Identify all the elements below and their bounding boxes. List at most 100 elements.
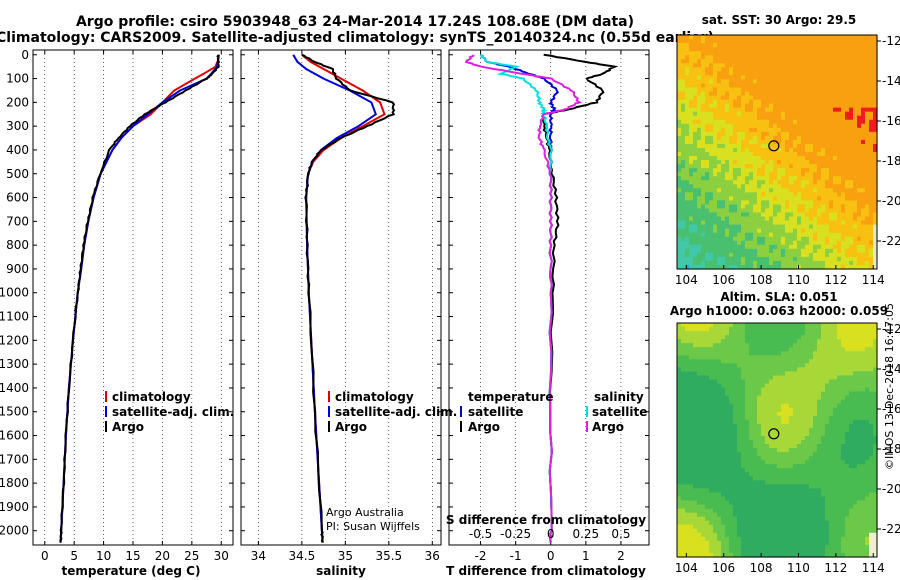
heatmap-cell [833,71,838,76]
heatmap-cell [789,367,794,373]
heatmap-cell [713,252,718,258]
heatmap-cell [741,488,746,494]
heatmap-cell [685,431,690,437]
heatmap-cell [821,43,826,48]
heatmap-cell [789,43,794,48]
heatmap-cell [729,496,734,502]
heatmap-cell [761,516,766,522]
heatmap-cell [753,524,758,530]
heatmap-cell [725,403,730,409]
legend-argo: Argo [335,420,367,434]
heatmap-cell [689,67,694,72]
heatmap-cell [761,103,766,109]
heatmap-cell [789,240,794,246]
heatmap-cell [749,236,754,242]
heatmap-cell [749,448,754,453]
heatmap-cell [785,196,790,202]
heatmap-cell [677,512,682,518]
heatmap-cell [829,95,834,101]
heatmap-cell [813,220,818,226]
heatmap-cell [697,496,702,502]
heatmap-cell [869,67,874,72]
heatmap-cell [809,143,814,149]
heatmap-cell [869,240,874,246]
heatmap-cell [765,204,770,210]
heatmap-cell [793,395,798,401]
heatmap-cell [757,504,762,510]
heatmap-cell [729,395,734,401]
heatmap-cell [809,127,814,133]
heatmap-cell [757,444,762,449]
heatmap-cell [701,87,706,93]
heatmap-cell [729,456,734,461]
heatmap-cell [733,528,738,534]
heatmap-cell [841,99,846,105]
heatmap-cell [729,399,734,405]
heatmap-cell [741,260,746,266]
heatmap-cell [701,331,706,336]
heatmap-cell [841,216,846,222]
heatmap-cell [785,427,790,433]
heatmap-cell [705,131,710,137]
heatmap-cell [701,139,706,145]
heatmap-cell [829,143,834,149]
heatmap-cell [705,224,710,230]
heatmap-cell [829,135,834,141]
heatmap-cell [749,456,754,461]
heatmap-cell [685,156,690,161]
heatmap-cell [801,99,806,105]
heatmap-cell [769,351,774,356]
heatmap-cell [841,180,846,185]
heatmap-cell [797,248,802,254]
heatmap-cell [745,395,750,401]
heatmap-cell [697,184,702,189]
heatmap-cell [737,244,742,250]
heatmap-cell [761,440,766,445]
heatmap-cell [749,460,754,465]
heatmap-cell [737,335,742,340]
heatmap-cell [733,172,738,177]
heatmap-cell [801,43,806,48]
heatmap-cell [717,91,722,97]
heatmap-cell [865,39,870,44]
heatmap-cell [845,71,850,76]
heatmap-cell [741,508,746,514]
heatmap-cell [733,407,738,413]
heatmap-cell [837,156,842,161]
heatmap-cell [801,87,806,93]
heatmap-cell [737,127,742,133]
heatmap-cell [781,540,786,546]
heatmap-cell [681,371,686,377]
heatmap-cell [709,240,714,246]
heatmap-cell [749,383,754,389]
heatmap-cell [861,160,866,165]
heatmap-cell [869,99,874,105]
heatmap-cell [761,359,766,364]
heatmap-cell [705,492,710,498]
heatmap-cell [681,208,686,214]
heatmap-cell [753,176,758,181]
heatmap-cell [873,240,878,246]
heatmap-cell [789,176,794,181]
heatmap-cell [829,232,834,238]
heatmap-cell [685,363,690,368]
heatmap-cell [857,43,862,48]
heatmap-cell [869,71,874,76]
heatmap-cell [841,39,846,44]
heatmap-cell [681,524,686,530]
heatmap-cell [813,87,818,93]
heatmap-cell [745,383,750,389]
heatmap-cell [757,143,762,149]
heatmap-cell [737,484,742,490]
heatmap-cell [769,500,774,506]
heatmap-cell [773,59,778,64]
heatmap-cell [793,35,798,40]
heatmap-cell [873,204,878,210]
heatmap-cell [721,468,726,473]
heatmap-cell [857,131,862,137]
heatmap-cell [693,387,698,393]
heatmap-cell [849,135,854,141]
heatmap-cell [813,123,818,129]
salinity-axes-frame [240,49,442,546]
heatmap-cell [749,508,754,514]
